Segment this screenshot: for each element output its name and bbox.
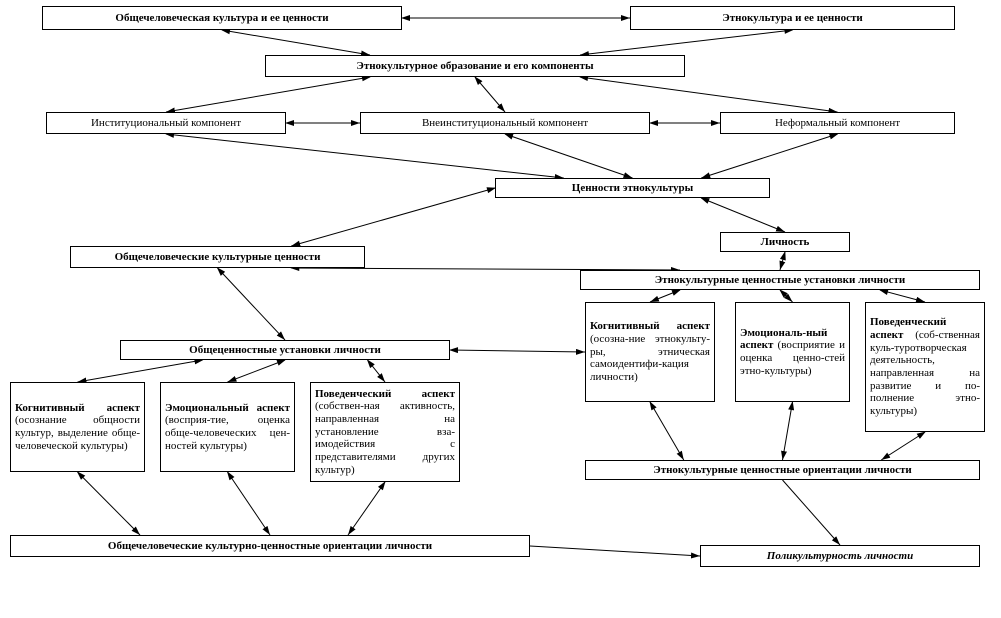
node-label: Общечеловеческая культура и ее ценности — [115, 12, 328, 25]
edge-n3-n6 — [580, 77, 838, 112]
node-n2: Этнокультура и ее ценности — [630, 6, 955, 30]
node-label: Этнокультура и ее ценности — [722, 12, 862, 25]
node-label: Общечеловеческие культурные ценности — [115, 251, 321, 264]
node-n11: Общеценностные установки личности — [120, 340, 450, 360]
node-label: Этнокультурное образование и его компоне… — [356, 60, 593, 73]
node-label: Общеценностные установки личности — [189, 344, 381, 357]
edge-n7-n8 — [291, 188, 495, 246]
node-n12: Когнитивный аспект (осознание общности к… — [10, 382, 145, 472]
edge-n5-n7 — [505, 134, 633, 178]
edges-layer — [0, 0, 1001, 618]
node-label: Общечеловеческие культурно-ценностные ор… — [108, 540, 432, 553]
edge-n17-n18 — [881, 432, 925, 460]
node-n20: Поликультурность личности — [700, 545, 980, 567]
edge-n8-n11 — [218, 268, 286, 340]
edge-n3-n5 — [475, 77, 505, 112]
node-label: Внеинституциональный компонент — [422, 117, 588, 130]
edge-n18-n20 — [783, 480, 841, 545]
node-n3: Этнокультурное образование и его компоне… — [265, 55, 685, 77]
edge-n11-n14 — [368, 360, 386, 382]
edge-n7-n9 — [701, 198, 785, 232]
edge-n3-n4 — [166, 77, 370, 112]
edge-n9-n10 — [780, 252, 785, 270]
node-label: Эмоциональ-ный аспект (восприятие и оцен… — [740, 327, 845, 378]
edge-n1-n3 — [222, 30, 370, 55]
node-label: Эмоциональный аспект (восприя-тие, оценк… — [165, 402, 290, 453]
node-n1: Общечеловеческая культура и ее ценности — [42, 6, 402, 30]
node-n10: Этнокультурные ценностные установки личн… — [580, 270, 980, 290]
edge-n14-n19 — [348, 482, 385, 535]
edge-n11-n15 — [450, 350, 585, 352]
node-label: Когнитивный аспект (осознание общности к… — [15, 402, 140, 453]
node-label: Поведенческий аспект (соб-ственная куль-… — [870, 316, 980, 417]
node-n7: Ценности этнокультуры — [495, 178, 770, 198]
edge-n10-n16 — [780, 290, 793, 302]
node-label: Поведенческий аспект (собствен-ная актив… — [315, 388, 455, 476]
node-n14: Поведенческий аспект (собствен-ная актив… — [310, 382, 460, 482]
node-label: Этнокультурные ценностные ориентации лич… — [653, 464, 912, 477]
edge-n11-n13 — [228, 360, 286, 382]
node-n17: Поведенческий аспект (соб-ственная куль-… — [865, 302, 985, 432]
node-label: Институциональный компонент — [91, 117, 241, 130]
node-label: Личность — [761, 236, 810, 249]
node-label: Неформальный компонент — [775, 117, 900, 130]
edge-n10-n17 — [880, 290, 925, 302]
node-n18: Этнокультурные ценностные ориентации лич… — [585, 460, 980, 480]
node-n19: Общечеловеческие культурно-ценностные ор… — [10, 535, 530, 557]
edge-n6-n7 — [701, 134, 837, 178]
node-n4: Институциональный компонент — [46, 112, 286, 134]
node-n15: Когнитивный аспект (осозна-ние этнокульт… — [585, 302, 715, 402]
edge-n2-n3 — [580, 30, 793, 55]
edge-n4-n7 — [166, 134, 564, 178]
diagram-stage: Общечеловеческая культура и ее ценности Э… — [0, 0, 1001, 618]
node-n9: Личность — [720, 232, 850, 252]
node-label: Поликультурность личности — [767, 550, 913, 563]
node-label: Ценности этнокультуры — [572, 182, 693, 195]
edge-n12-n19 — [78, 472, 141, 535]
node-n5: Внеинституциональный компонент — [360, 112, 650, 134]
edge-n11-n12 — [78, 360, 203, 382]
edge-n10-n15 — [650, 290, 680, 302]
node-n6: Неформальный компонент — [720, 112, 955, 134]
node-n16: Эмоциональ-ный аспект (восприятие и оцен… — [735, 302, 850, 402]
edge-n19-n20 — [530, 546, 700, 556]
node-label: Этнокультурные ценностные установки личн… — [655, 274, 906, 287]
node-n13: Эмоциональный аспект (восприя-тие, оценк… — [160, 382, 295, 472]
edge-n16-n18 — [783, 402, 793, 460]
edge-n13-n19 — [228, 472, 271, 535]
edge-n15-n18 — [650, 402, 684, 460]
node-label: Когнитивный аспект (осозна-ние этнокульт… — [590, 320, 710, 383]
node-n8: Общечеловеческие культурные ценности — [70, 246, 365, 268]
